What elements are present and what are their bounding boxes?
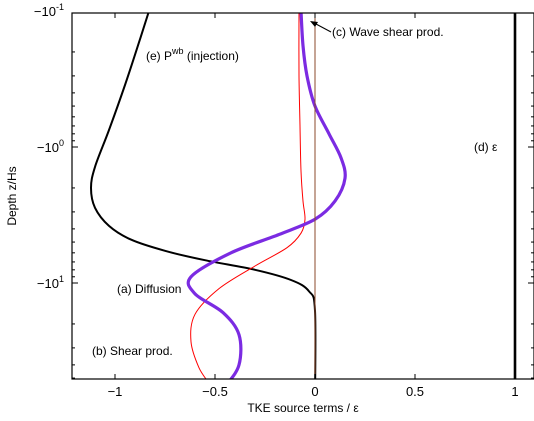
x-tick-label: 0 [311, 384, 318, 399]
annotation-wave-shear-arrowhead [310, 21, 318, 27]
x-tick-label: −1 [108, 384, 123, 399]
annotation-injection-sup: wb [171, 46, 184, 56]
x-tick-label: 0.5 [406, 384, 424, 399]
series-line-injection [186, 13, 347, 379]
y-tick-label: −10-1 [34, 2, 64, 19]
series-line-diffusion [90, 13, 317, 379]
annotation-shear: (b) Shear prod. [92, 344, 173, 358]
annotation-injection-suffix: (injection) [184, 49, 239, 63]
x-tick-label: −0.5 [202, 384, 228, 399]
series-line-shear [190, 13, 306, 379]
x-tick-label: 1 [511, 384, 518, 399]
annotation-wave-shear-arrow [315, 23, 332, 33]
y-tick-label: −101 [37, 274, 64, 291]
annotation-dissipation: (d) ε [474, 140, 498, 154]
annotation-diffusion: (a) Diffusion [117, 282, 181, 296]
y-tick-label: −100 [37, 138, 64, 155]
annotation-wave-shear: (c) Wave shear prod. [332, 25, 444, 39]
x-axis-label: TKE source terms / ε [247, 401, 359, 415]
plot-frame [71, 12, 534, 380]
y-axis-label: Depth z/Hs [5, 166, 19, 225]
annotation-injection-prefix: (e) P [146, 49, 172, 63]
annotation-injection: (e) Pwb (injection) [146, 46, 239, 63]
